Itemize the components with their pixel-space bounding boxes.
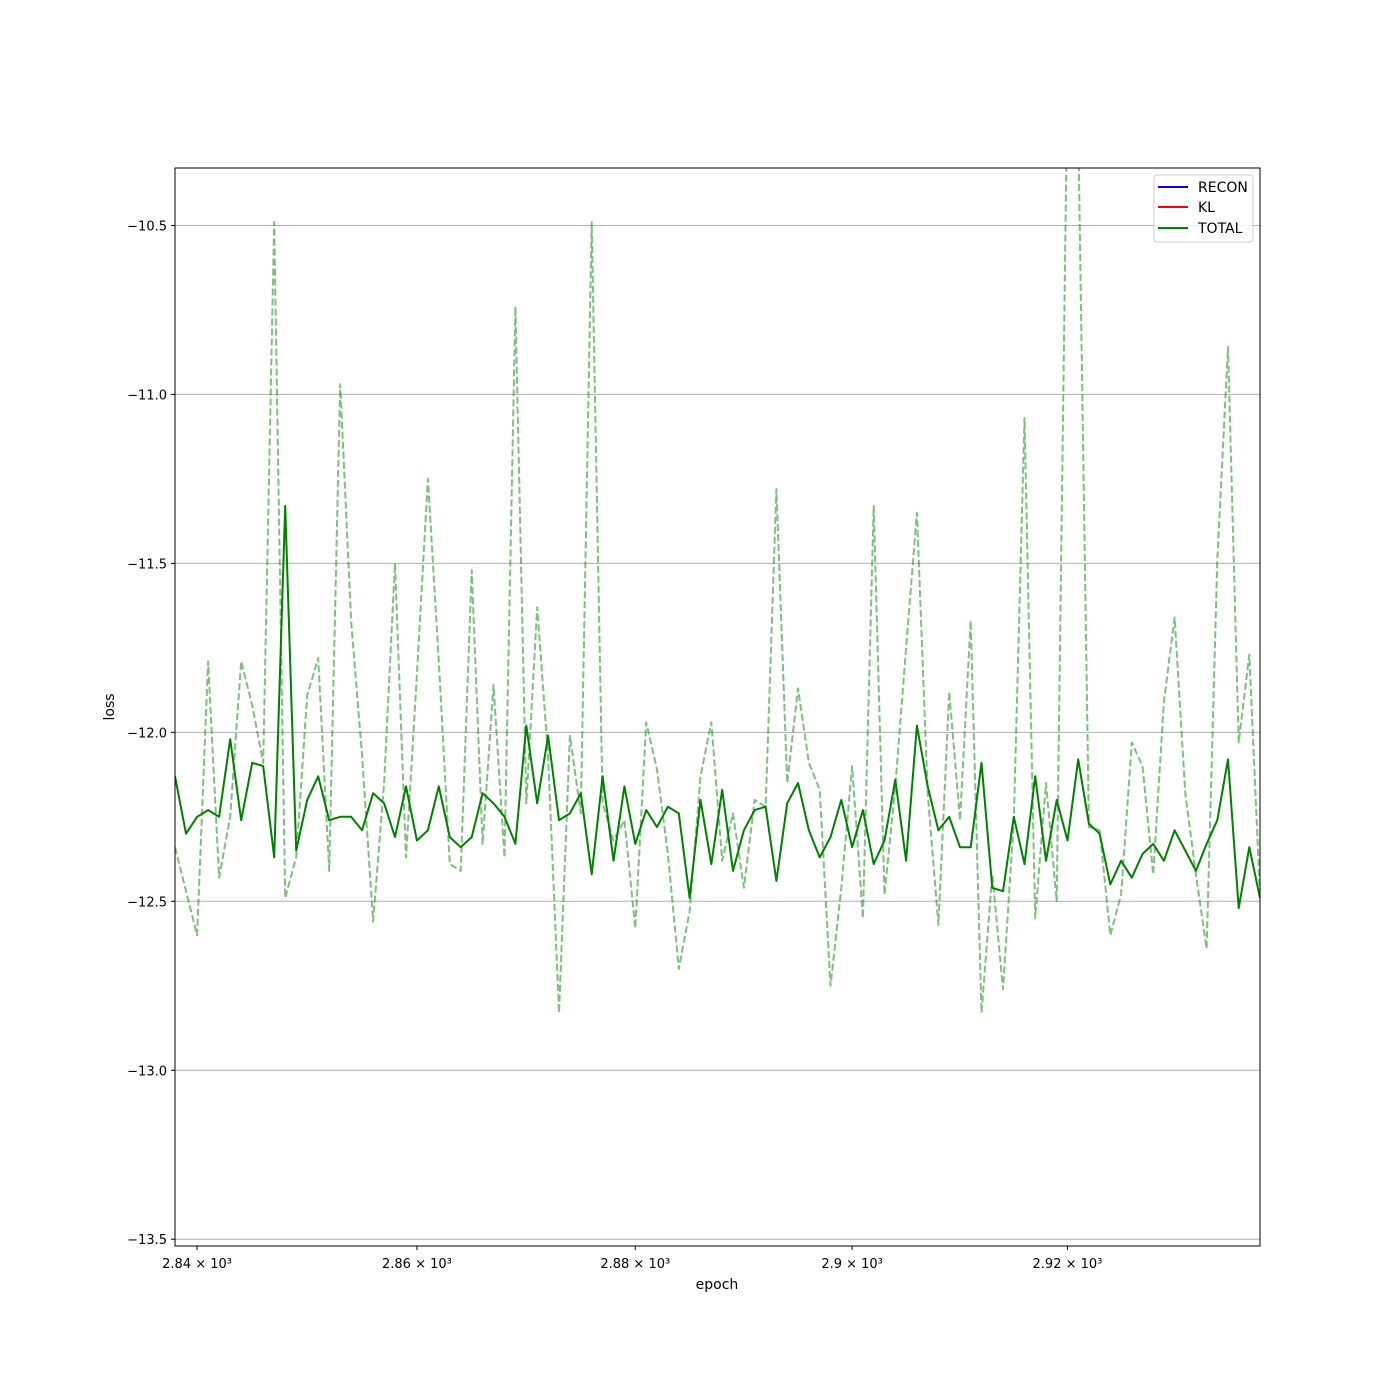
legend-label-recon: RECON: [1198, 180, 1248, 196]
x-axis-label: epoch: [696, 1277, 739, 1293]
plot-frame: [174, 167, 1261, 1247]
series-total-line: [175, 504, 1260, 910]
y-tick-label: −11.0: [127, 388, 167, 403]
plot-area: [175, 168, 1260, 1246]
y-tick-label: −10.5: [127, 219, 167, 234]
series-layer: [175, 168, 1260, 1014]
x-tick-label: 2.86 × 10³: [382, 1257, 452, 1272]
y-axis-label: loss: [102, 693, 118, 720]
legend-label-kl: KL: [1198, 200, 1215, 216]
y-tick-label: −11.5: [127, 557, 167, 572]
y-tick-label: −12.0: [127, 726, 167, 741]
y-tick-label: −13.0: [127, 1064, 167, 1079]
y-axis-ticks: −10.5 −11.0 −11.5 −12.0 −12.5 −13.0 −13.5: [127, 219, 175, 1248]
x-tick-label: 2.84 × 10³: [162, 1257, 232, 1272]
y-tick-label: −13.5: [127, 1233, 167, 1248]
legend-label-total: TOTAL: [1197, 221, 1243, 237]
y-tick-label: −12.5: [127, 895, 167, 910]
legend-box: [1153, 174, 1254, 243]
x-axis-ticks: 2.84 × 10³ 2.86 × 10³ 2.88 × 10³ 2.9 × 10³ 2…: [162, 1246, 1102, 1272]
gridlines: [175, 224, 1260, 1240]
legend: RECON KL TOTAL: [1153, 174, 1254, 243]
x-tick-label: 2.9 × 10³: [821, 1257, 883, 1272]
x-tick-label: 2.92 × 10³: [1033, 1257, 1103, 1272]
x-tick-label: 2.88 × 10³: [600, 1257, 670, 1272]
